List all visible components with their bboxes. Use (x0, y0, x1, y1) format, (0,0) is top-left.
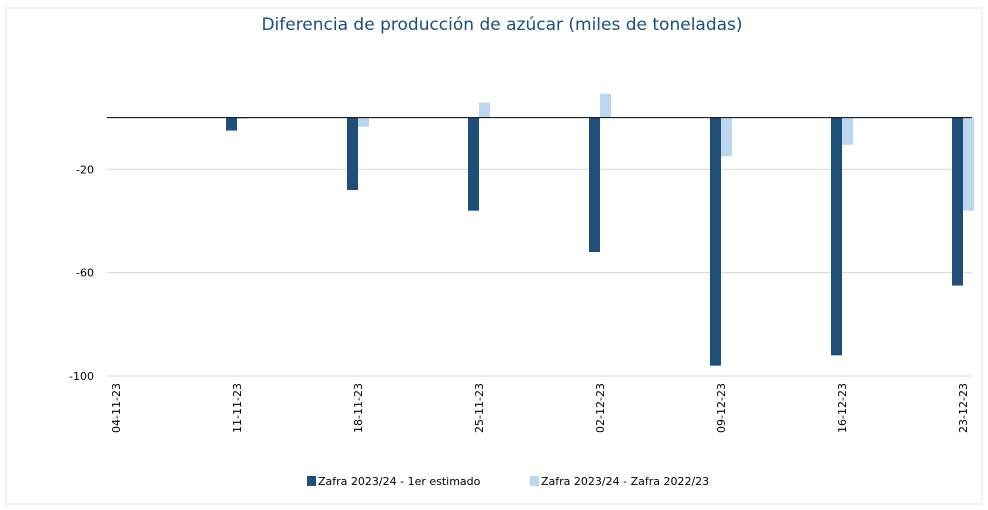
x-tick-label: 23-12-23 (957, 383, 970, 433)
y-tick-label: -100 (69, 370, 94, 383)
bar (358, 117, 369, 127)
x-tick-label: 16-12-23 (836, 383, 849, 433)
bar (831, 117, 842, 356)
bar (468, 117, 479, 211)
bar (710, 117, 721, 366)
x-tick-label: 18-11-23 (352, 383, 365, 433)
y-tick-label: -60 (76, 267, 94, 280)
x-tick-label: 09-12-23 (715, 383, 728, 433)
bar (479, 102, 490, 118)
bar (952, 117, 963, 286)
bar (237, 117, 248, 119)
x-tick-label: 25-11-23 (473, 383, 486, 433)
legend-label: Zafra 2023/24 - 1er estimado (318, 475, 481, 488)
x-tick-label: 02-12-23 (594, 383, 607, 433)
bar (963, 117, 974, 211)
legend-label: Zafra 2023/24 - Zafra 2022/23 (541, 475, 709, 488)
legend-swatch (530, 476, 539, 486)
y-tick-label: -20 (76, 163, 94, 176)
x-tick-label: 11-11-23 (231, 383, 244, 433)
bar (721, 117, 732, 157)
bar (600, 93, 611, 118)
x-tick-label: 04-11-23 (110, 383, 123, 433)
bar (589, 117, 600, 253)
chart-title: Diferencia de producción de azúcar (mile… (261, 15, 742, 35)
chart-border (5, 7, 983, 505)
bar (226, 117, 237, 131)
bar (842, 117, 853, 145)
legend-swatch (307, 476, 316, 486)
bar (347, 117, 358, 190)
